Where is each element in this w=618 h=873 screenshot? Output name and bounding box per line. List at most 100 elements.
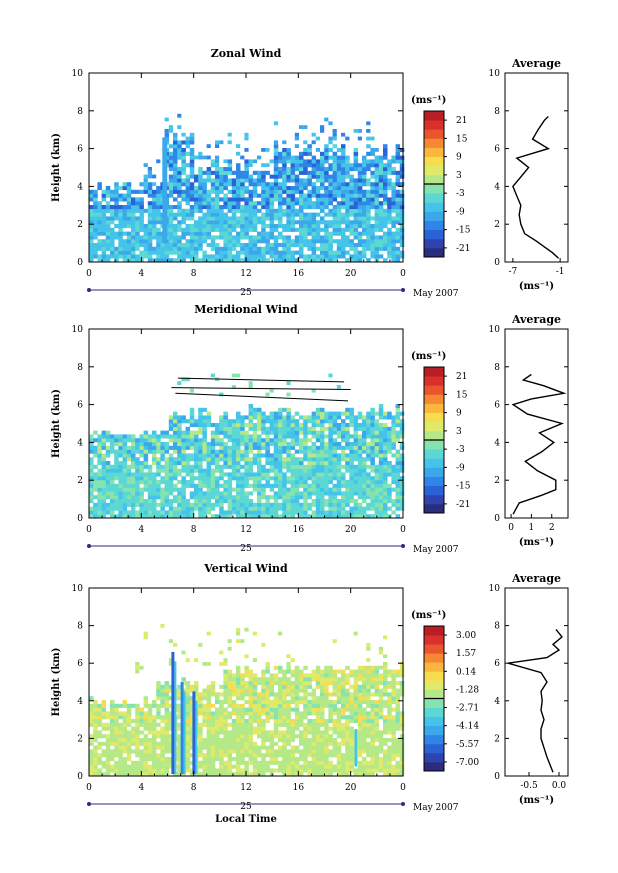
colorbar-swatch [424,247,444,258]
heatmap-cell [206,212,212,217]
heatmap-cell [332,155,338,160]
heatmap-cell [248,254,254,259]
heatmap-cell [353,246,359,251]
heatmap-cell [185,434,191,439]
heatmap-cell [131,514,136,519]
heatmap-cell [353,453,359,458]
heatmap-cell [156,201,161,206]
heatmap-cell [362,246,367,251]
heatmap-cell [252,631,257,636]
heatmap-cell [185,377,190,382]
heatmap-cell [320,216,325,221]
heatmap-cell [240,684,245,689]
heatmap-cell [324,502,329,507]
heatmap-cell [252,502,258,507]
heatmap-cell [244,741,249,746]
heatmap-cell [202,741,207,746]
heatmap-cell [269,483,275,488]
heatmap-cell [244,159,249,164]
heatmap-cell [320,696,325,701]
heatmap-cell [110,227,115,232]
heatmap-cell [93,189,98,194]
heatmap-cell [362,182,367,187]
heatmap-cell [143,476,149,481]
heatmap-cell [227,499,233,504]
heatmap-cell [252,658,257,662]
heatmap-cell [290,220,296,225]
heatmap-cell [210,235,216,240]
heatmap-cell [299,201,304,206]
heatmap-cell [303,201,308,206]
x-tick-label: 0 [400,525,406,535]
heatmap-cell [395,212,401,217]
heatmap-cell [383,510,388,515]
heatmap-cell [286,688,291,693]
heatmap-cell [299,457,304,462]
heatmap-cell [257,231,262,236]
heatmap-cell [126,734,132,739]
heatmap-cell [286,423,291,428]
heatmap-cell [336,170,342,175]
heatmap-cell [210,738,216,743]
heatmap-cell [93,197,98,202]
heatmap-cell [357,411,363,416]
heatmap-cell [227,197,233,202]
heatmap-cell [269,246,275,251]
heatmap-cell [278,472,283,477]
heatmap-cell [336,167,342,172]
heatmap-cell [202,745,207,750]
heatmap-cell [206,730,212,735]
heatmap-cell [189,246,195,251]
heatmap-cell [152,738,157,743]
heatmap-cell [374,480,380,485]
heatmap-cell [118,722,123,727]
heatmap-cell [89,239,94,244]
heatmap-cell [177,193,182,198]
heatmap-cell [252,764,258,769]
heatmap-cell [374,472,380,477]
heatmap-cell [114,514,119,519]
heatmap-cell [248,385,253,389]
heatmap-cell [93,208,98,213]
heatmap-cell [278,243,283,248]
heatmap-cell [185,510,191,515]
heatmap-cell [387,239,392,244]
heatmap-cell [89,491,94,496]
heatmap-cell [181,461,186,466]
heatmap-cell [265,419,270,424]
heatmap-cell [240,703,245,708]
heatmap-cell [227,669,233,674]
heatmap-cell [215,220,220,225]
heatmap-cell [290,726,296,731]
heatmap-cell [299,734,304,739]
heatmap-cell [273,258,279,263]
heatmap-cell [387,445,392,450]
heatmap-cell [89,212,94,217]
heatmap-cell [215,753,220,758]
heatmap-cell [177,711,182,716]
heatmap-cell [315,741,321,746]
heatmap-cell [227,140,232,145]
heatmap-cell [152,703,157,708]
heatmap-cell [173,426,178,431]
heatmap-cell [147,174,152,179]
heatmap-cell [248,464,254,469]
heatmap-cell [261,464,266,469]
heatmap-cell [299,684,304,689]
heatmap-cell [248,193,254,198]
heatmap-cell [290,734,296,739]
heatmap-cell [152,480,157,485]
heatmap-cell [118,186,123,191]
heatmap-cell [307,159,312,164]
heatmap-cell [273,491,279,496]
heatmap-cell [315,476,321,481]
heatmap-cell [223,745,228,750]
heatmap-cell [231,205,237,210]
heatmap-cell [278,182,283,187]
heatmap-cell [349,205,354,210]
heatmap-cell [336,220,342,225]
heatmap-cell [206,757,212,762]
heatmap-cell [223,768,228,773]
heatmap-cell [324,231,329,236]
heatmap-cell [202,453,207,458]
